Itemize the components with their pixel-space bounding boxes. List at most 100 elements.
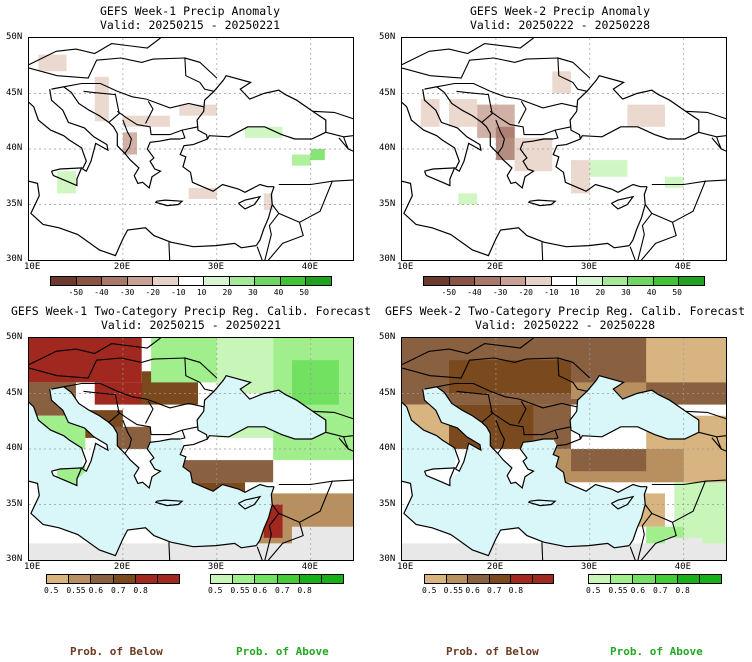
coastline — [29, 401, 87, 470]
lon-tick-label: 30E — [207, 262, 225, 272]
colorbar-swatch — [211, 575, 234, 583]
country-border — [343, 136, 349, 150]
field-cell — [627, 104, 665, 127]
country-border — [29, 38, 161, 66]
coastline — [49, 89, 109, 173]
country-border — [489, 110, 572, 136]
field-cell — [263, 193, 274, 211]
colorbar-tick-label: 0.6 — [465, 586, 480, 595]
country-border — [711, 437, 726, 452]
lat-tick-label: 50N — [6, 332, 23, 342]
country-border — [456, 90, 493, 123]
coastline — [196, 75, 327, 140]
colorbar-swatch — [449, 277, 476, 285]
colorbar-swatch — [255, 575, 278, 583]
colorbar-tick-label: -40 — [94, 288, 109, 297]
coastline — [569, 75, 700, 140]
colorbar-swatch — [280, 277, 307, 285]
panel-title: GEFS Week-1 Precip Anomaly — [99, 4, 280, 18]
lat-tick-label: 45N — [6, 387, 23, 398]
field-cell — [291, 526, 353, 560]
country-border — [116, 410, 199, 436]
country-border — [29, 338, 161, 366]
colorbar-swatch — [127, 277, 154, 285]
field-cell — [169, 460, 274, 483]
country-border — [343, 436, 349, 450]
coastline — [569, 375, 700, 440]
colorbar-swatch — [633, 575, 656, 583]
lat-tick-label: 35N — [6, 498, 23, 509]
field-cell — [571, 449, 647, 472]
lat-tick-label: 40N — [6, 143, 23, 153]
panel-valid-date: Valid: 20250222 - 20250228 — [469, 18, 650, 32]
coastline — [255, 486, 275, 546]
lon-tick-label: 20E — [113, 562, 131, 572]
colorbar-swatch — [577, 277, 603, 285]
country-border — [518, 401, 527, 424]
colorbar-swatch — [589, 575, 612, 583]
colorbar-swatch — [255, 277, 281, 285]
field-cell — [57, 171, 76, 194]
lat-tick-label: 40N — [379, 143, 396, 153]
panel-valid-date: Valid: 20250215 - 20250221 — [99, 18, 280, 32]
country-border — [402, 38, 534, 66]
prob-above-label: Prob. of Above — [610, 645, 703, 658]
colorbar-tick-label: 0.55 — [66, 586, 86, 595]
map-week2-probability — [401, 337, 727, 561]
lon-tick-label: 40E — [674, 562, 691, 572]
colorbar-swatch — [699, 575, 722, 583]
colorbar-tick-label: 30 — [248, 288, 258, 297]
lon-tick-label: 20E — [486, 562, 504, 572]
below-colorbar — [46, 574, 180, 584]
coastline — [154, 499, 184, 507]
country-border — [278, 480, 334, 523]
country-border — [325, 431, 353, 438]
lon-tick-label: 40E — [301, 262, 318, 272]
colorbar-tick-label: 0.8 — [508, 586, 524, 595]
field-cell — [420, 99, 440, 127]
coastline — [179, 426, 327, 493]
country-border — [267, 222, 304, 260]
coastline — [255, 186, 275, 246]
coastline — [423, 467, 456, 487]
field-cell — [291, 154, 311, 166]
field-cell — [291, 360, 339, 405]
colorbar-swatch — [157, 575, 180, 583]
lon-tick-label: 20E — [486, 262, 504, 272]
country-border — [518, 101, 527, 124]
colorbar-swatch — [468, 575, 490, 583]
lat-tick-label: 35N — [379, 498, 396, 509]
colorbar-tick-label: -40 — [467, 288, 482, 297]
colorbar-swatch — [602, 277, 629, 285]
colorbar-swatch — [511, 575, 533, 583]
lon-tick-label: 30E — [580, 262, 598, 272]
coastline — [179, 126, 327, 193]
field-cell — [646, 338, 726, 383]
coastline — [628, 486, 648, 546]
colorbar-swatch — [47, 575, 70, 583]
lat-tick-label: 30N — [6, 254, 23, 264]
country-border — [553, 429, 559, 440]
colorbar-swatch — [424, 277, 450, 285]
panel-valid-date: Valid: 20250222 - 20250228 — [474, 318, 655, 332]
country-border — [332, 179, 353, 182]
colorbar-swatch — [551, 277, 578, 285]
country-border — [705, 479, 726, 482]
prob-above-label: Prob. of Above — [236, 645, 329, 658]
colorbar-tick-label: 50 — [672, 288, 682, 297]
colorbar-tick-label: 20 — [222, 288, 233, 297]
country-border — [267, 522, 304, 560]
colorbar-swatch — [51, 277, 77, 285]
colorbar-swatch — [204, 277, 230, 285]
field-cell — [552, 71, 572, 94]
above-colorbar — [588, 574, 722, 584]
colorbar-swatch — [679, 277, 705, 285]
country-border — [402, 338, 534, 366]
country-border — [180, 429, 186, 440]
country-border — [332, 479, 353, 482]
map-week2-anomaly — [401, 37, 727, 261]
colorbar-swatch — [446, 575, 468, 583]
lon-tick-label: 10E — [24, 562, 41, 572]
coastline — [51, 86, 181, 189]
country-border — [63, 382, 204, 409]
